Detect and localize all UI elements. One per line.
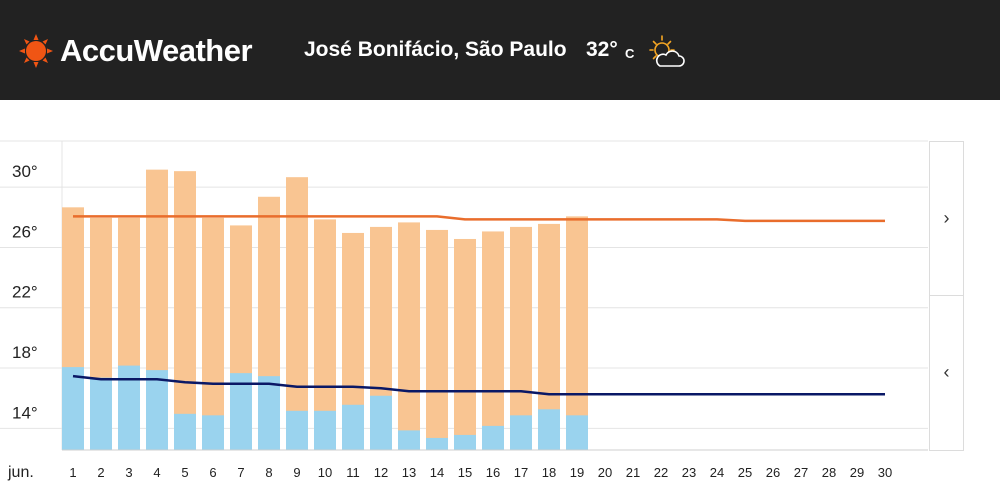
x-tick-label: 7 (237, 465, 244, 480)
min-temp-bar (286, 410, 308, 450)
x-tick-label: 25 (738, 465, 752, 480)
brand-name: AccuWeather (60, 33, 253, 68)
sun-logo-icon (19, 34, 53, 68)
x-tick-label: 16 (486, 465, 500, 480)
x-tick-label: 18 (542, 465, 556, 480)
min-temp-bar (510, 415, 532, 450)
avg-max-line (73, 215, 885, 223)
x-tick-label: 2 (97, 465, 104, 480)
max-temp-bar (482, 231, 504, 450)
x-tick-label: 27 (794, 465, 808, 480)
y-tick-label: 26° (12, 222, 38, 241)
min-temp-bar (426, 437, 448, 450)
min-temp-bar (62, 367, 84, 450)
y-tick-label: 22° (12, 283, 38, 302)
min-temp-bar (538, 409, 560, 450)
min-temp-bar (314, 410, 336, 450)
x-tick-label: 24 (710, 465, 724, 480)
x-tick-label: 4 (153, 465, 160, 480)
min-temp-bar (566, 415, 588, 450)
x-tick-label: 17 (514, 465, 528, 480)
min-temp-bar (370, 395, 392, 450)
x-tick-label: 28 (822, 465, 836, 480)
x-tick-label: 20 (598, 465, 612, 480)
min-temp-bar (174, 413, 196, 450)
x-tick-label: 12 (374, 465, 388, 480)
brand[interactable]: AccuWeather (18, 33, 253, 69)
y-tick-label: 30° (12, 162, 38, 181)
previous-button[interactable]: ‹ (943, 361, 950, 382)
nav-divider (930, 295, 963, 296)
x-tick-label: 1 (69, 465, 76, 480)
y-tick-label: 14° (12, 403, 38, 422)
x-tick-label: 8 (265, 465, 272, 480)
x-tick-label: 9 (293, 465, 300, 480)
x-tick-label: 23 (682, 465, 696, 480)
max-temp-bar (566, 216, 588, 450)
partly-sunny-icon (649, 35, 685, 67)
min-temp-bar (258, 376, 280, 450)
max-temp-bar (510, 226, 532, 450)
max-temp-bar (454, 238, 476, 450)
min-temp-bar (398, 430, 420, 450)
x-tick-label: 19 (570, 465, 584, 480)
x-tick-label: 26 (766, 465, 780, 480)
x-tick-label: 6 (209, 465, 216, 480)
min-temp-bar (202, 415, 224, 450)
max-temp-bar (286, 177, 308, 451)
y-tick-label: 18° (12, 343, 38, 362)
max-temp-bar (174, 171, 196, 450)
x-tick-label: 3 (125, 465, 132, 480)
current-temperature: 32° (586, 38, 618, 61)
max-temp-bar (202, 217, 224, 450)
min-temp-bar (118, 365, 140, 450)
location-name[interactable]: José Bonifácio, São Paulo (304, 38, 567, 61)
min-temp-bar (454, 434, 476, 450)
min-temp-bar (342, 404, 364, 450)
next-button[interactable]: › (943, 207, 950, 228)
x-tick-label: 15 (458, 465, 472, 480)
x-tick-label: 13 (402, 465, 416, 480)
temperature-chart: 30°26°22°18°14°jun. 1 2 3 4 5 6 7 8 9 10 11 12 13 14 15… (0, 140, 928, 481)
x-tick-label: 29 (850, 465, 864, 480)
min-temp-bar (482, 425, 504, 450)
max-temp-bar (314, 219, 336, 450)
x-tick-label: 5 (181, 465, 188, 480)
avg-min-line (72, 374, 885, 396)
min-temp-bar (146, 370, 168, 450)
temperature-unit: C (625, 46, 635, 61)
x-tick-label: 10 (318, 465, 332, 480)
month-label: jun. (7, 464, 34, 481)
max-temp-bar (398, 222, 420, 450)
chart-navigation: › ‹ (929, 141, 964, 451)
max-temp-bar (370, 226, 392, 450)
min-temp-bar (90, 377, 112, 450)
x-tick-label: 21 (626, 465, 640, 480)
x-tick-label: 14 (430, 465, 444, 480)
header-bar: AccuWeather José Bonifácio, São Paulo 32… (0, 0, 1000, 100)
max-temp-bar (426, 229, 448, 450)
x-tick-label: 22 (654, 465, 668, 480)
x-tick-label: 30 (878, 465, 892, 480)
max-temp-bar (342, 232, 364, 450)
min-temp-bar (230, 373, 252, 450)
x-tick-label: 11 (346, 465, 360, 480)
